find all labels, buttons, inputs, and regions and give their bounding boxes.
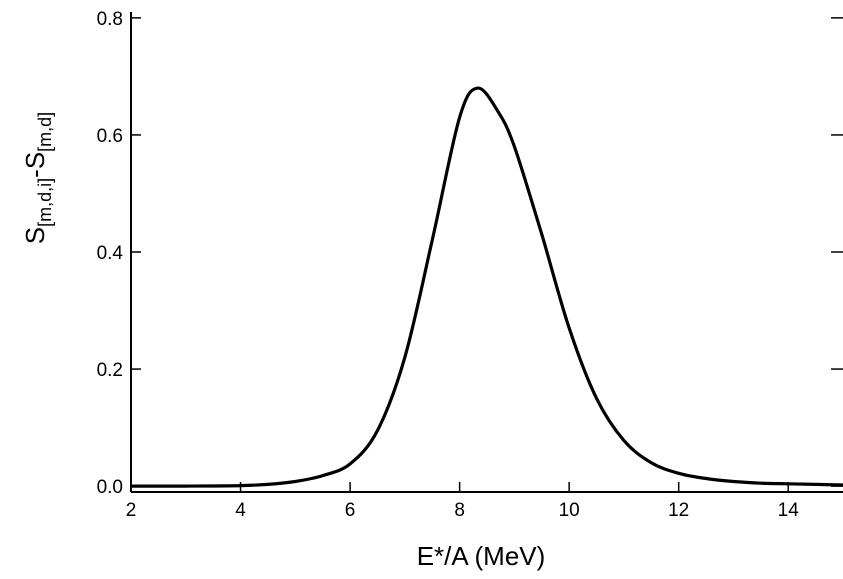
y-axis-title-s1: S [20, 227, 50, 244]
y-axis-title: S[m,d,i]-S[m,d] [20, 112, 55, 244]
x-tick-label: 10 [559, 500, 580, 521]
y-tick-label: 0.4 [97, 243, 124, 264]
x-tick-label: 8 [454, 500, 465, 521]
x-tick-label: 12 [668, 500, 689, 521]
y-tick-label: 0.8 [97, 9, 123, 30]
series-line [130, 86, 843, 488]
x-tick-label: 6 [345, 500, 356, 521]
ticks: 2 4 6 8 10 12 14 0.0 0.2 0.4 0.6 0.8 [97, 9, 843, 521]
axes [130, 12, 843, 493]
x-tick-label: 14 [778, 500, 800, 521]
y-axis-title-dash: - [20, 169, 50, 178]
x-tick-label: 2 [126, 500, 137, 521]
y-axis-title-sub1: [m,d,i] [35, 178, 55, 227]
y-tick-label: 0.2 [97, 360, 123, 381]
labels: E*/A (MeV) S[m,d,i]-S[m,d] [20, 112, 545, 571]
y-tick-label: 0.6 [97, 126, 123, 147]
series [130, 86, 843, 488]
x-axis-title: E*/A (MeV) [417, 541, 546, 571]
x-tick-label: 4 [235, 500, 246, 521]
y-axis-title-s2: S [20, 152, 50, 169]
y-tick-label: 0.0 [97, 477, 123, 498]
y-axis-title-sub2: [m,d] [35, 112, 55, 152]
